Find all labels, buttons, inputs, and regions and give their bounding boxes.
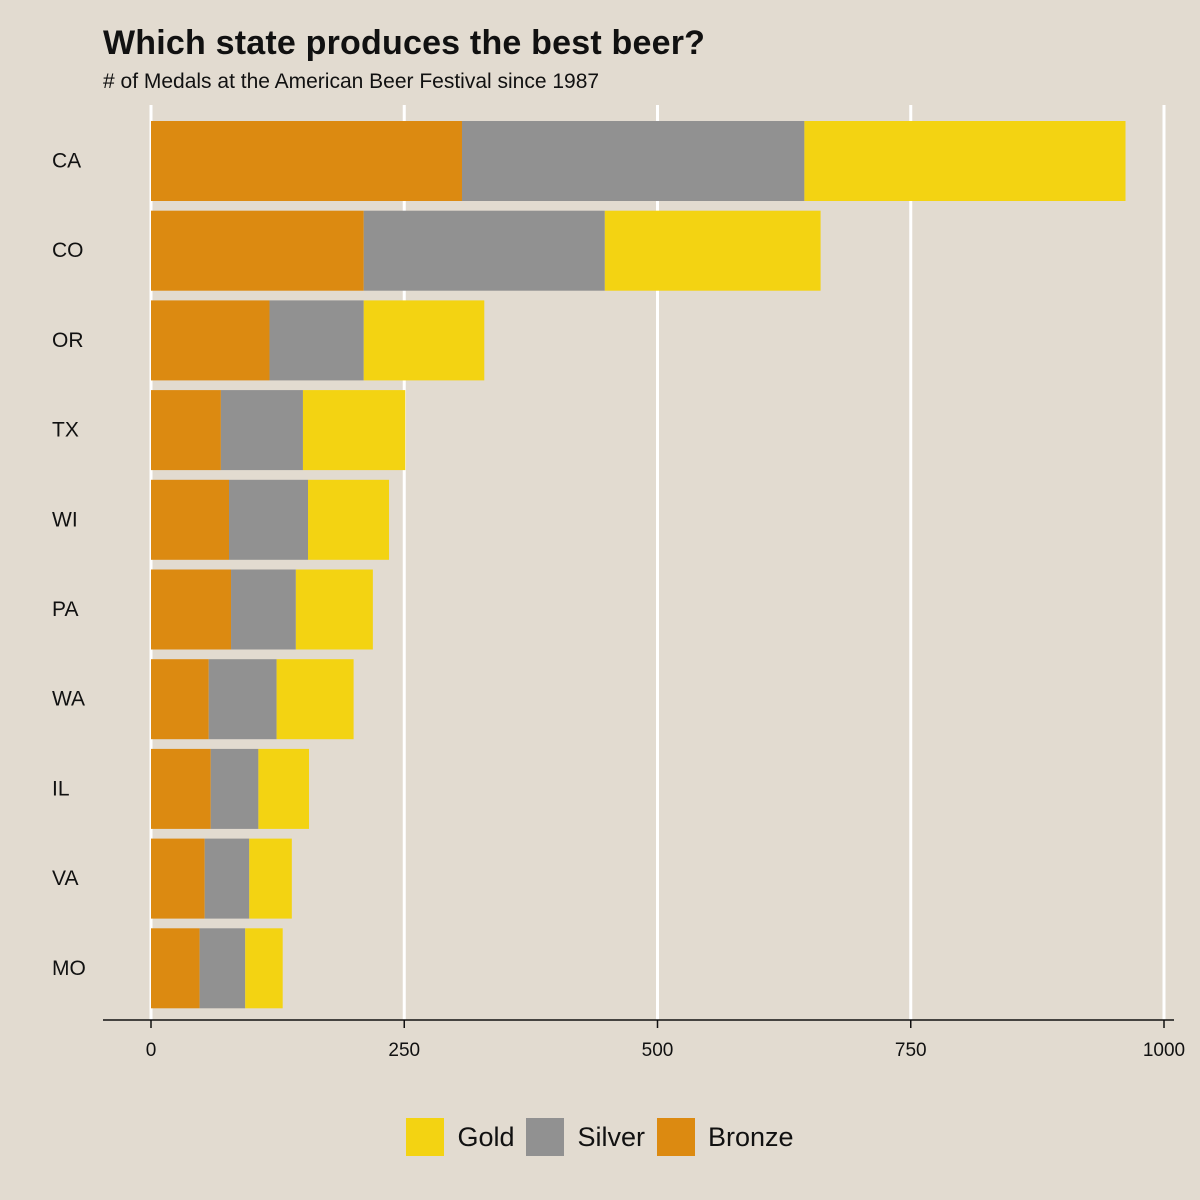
x-tick-label-500: 500 bbox=[642, 1040, 674, 1061]
x-tick-label-1000: 1000 bbox=[1143, 1040, 1185, 1061]
bar-or-bronze bbox=[151, 300, 270, 381]
y-label-va: VA bbox=[52, 867, 78, 890]
bar-wa-gold bbox=[276, 659, 354, 740]
legend-item-bronze: Bronze bbox=[657, 1118, 794, 1156]
x-axis: 0 250 500 750 1000 bbox=[103, 1019, 1185, 1061]
bar-tx-gold bbox=[302, 390, 406, 471]
bar-co-gold bbox=[604, 210, 821, 291]
y-label-co: CO bbox=[52, 239, 84, 262]
legend-item-gold: Gold bbox=[406, 1118, 514, 1156]
bar-va-silver bbox=[204, 838, 250, 919]
x-tick-label-250: 250 bbox=[388, 1040, 420, 1061]
y-label-tx: TX bbox=[52, 419, 79, 442]
y-label-il: IL bbox=[52, 777, 70, 800]
y-label-ca: CA bbox=[52, 150, 81, 173]
bar-il-gold bbox=[258, 748, 310, 829]
bar-or-silver bbox=[269, 300, 364, 381]
legend-label-gold: Gold bbox=[457, 1121, 515, 1152]
bar-il-bronze bbox=[151, 748, 211, 829]
legend-item-silver: Silver bbox=[526, 1118, 645, 1156]
bar-co-silver bbox=[363, 210, 605, 291]
y-label-or: OR bbox=[52, 329, 84, 352]
bar-co-bronze bbox=[151, 210, 364, 291]
bar-wi-silver bbox=[229, 479, 309, 560]
legend-label-silver: Silver bbox=[577, 1121, 645, 1152]
legend-swatch-bronze bbox=[657, 1118, 695, 1156]
chart-subtitle: # of Medals at the American Beer Festiva… bbox=[103, 70, 600, 93]
bar-wi-bronze bbox=[151, 479, 230, 560]
y-label-wi: WI bbox=[52, 508, 78, 531]
bar-mo-silver bbox=[199, 928, 246, 1009]
bar-wa-silver bbox=[208, 659, 277, 740]
bar-tx-silver bbox=[220, 390, 303, 471]
bar-pa-silver bbox=[231, 569, 296, 650]
bar-va-bronze bbox=[151, 838, 205, 919]
y-label-mo: MO bbox=[52, 957, 86, 980]
bar-wi-gold bbox=[308, 479, 390, 560]
bars bbox=[151, 121, 1126, 1009]
bar-ca-bronze bbox=[151, 121, 462, 201]
legend-label-bronze: Bronze bbox=[708, 1121, 794, 1152]
bar-pa-gold bbox=[295, 569, 373, 650]
x-tick-label-0: 0 bbox=[146, 1040, 157, 1061]
bar-pa-bronze bbox=[151, 569, 232, 650]
y-axis-labels: CA CO OR TX WI PA WA IL VA MO bbox=[52, 150, 86, 980]
y-label-wa: WA bbox=[52, 688, 85, 711]
chart-title: Which state produces the best beer? bbox=[103, 24, 706, 62]
x-tick-label-750: 750 bbox=[895, 1040, 927, 1061]
bar-ca-gold bbox=[804, 121, 1126, 201]
bar-va-gold bbox=[249, 838, 292, 919]
bar-tx-bronze bbox=[151, 390, 221, 471]
bar-wa-bronze bbox=[151, 659, 209, 740]
bar-or-gold bbox=[363, 300, 485, 381]
legend-swatch-gold bbox=[406, 1118, 445, 1156]
bar-ca-silver bbox=[461, 121, 805, 201]
bar-mo-gold bbox=[245, 928, 283, 1009]
bar-mo-bronze bbox=[151, 928, 200, 1009]
legend-swatch-silver bbox=[526, 1118, 565, 1156]
y-label-pa: PA bbox=[52, 598, 78, 621]
legend: Gold Silver Bronze bbox=[0, 1118, 1200, 1156]
bar-il-silver bbox=[210, 748, 259, 829]
